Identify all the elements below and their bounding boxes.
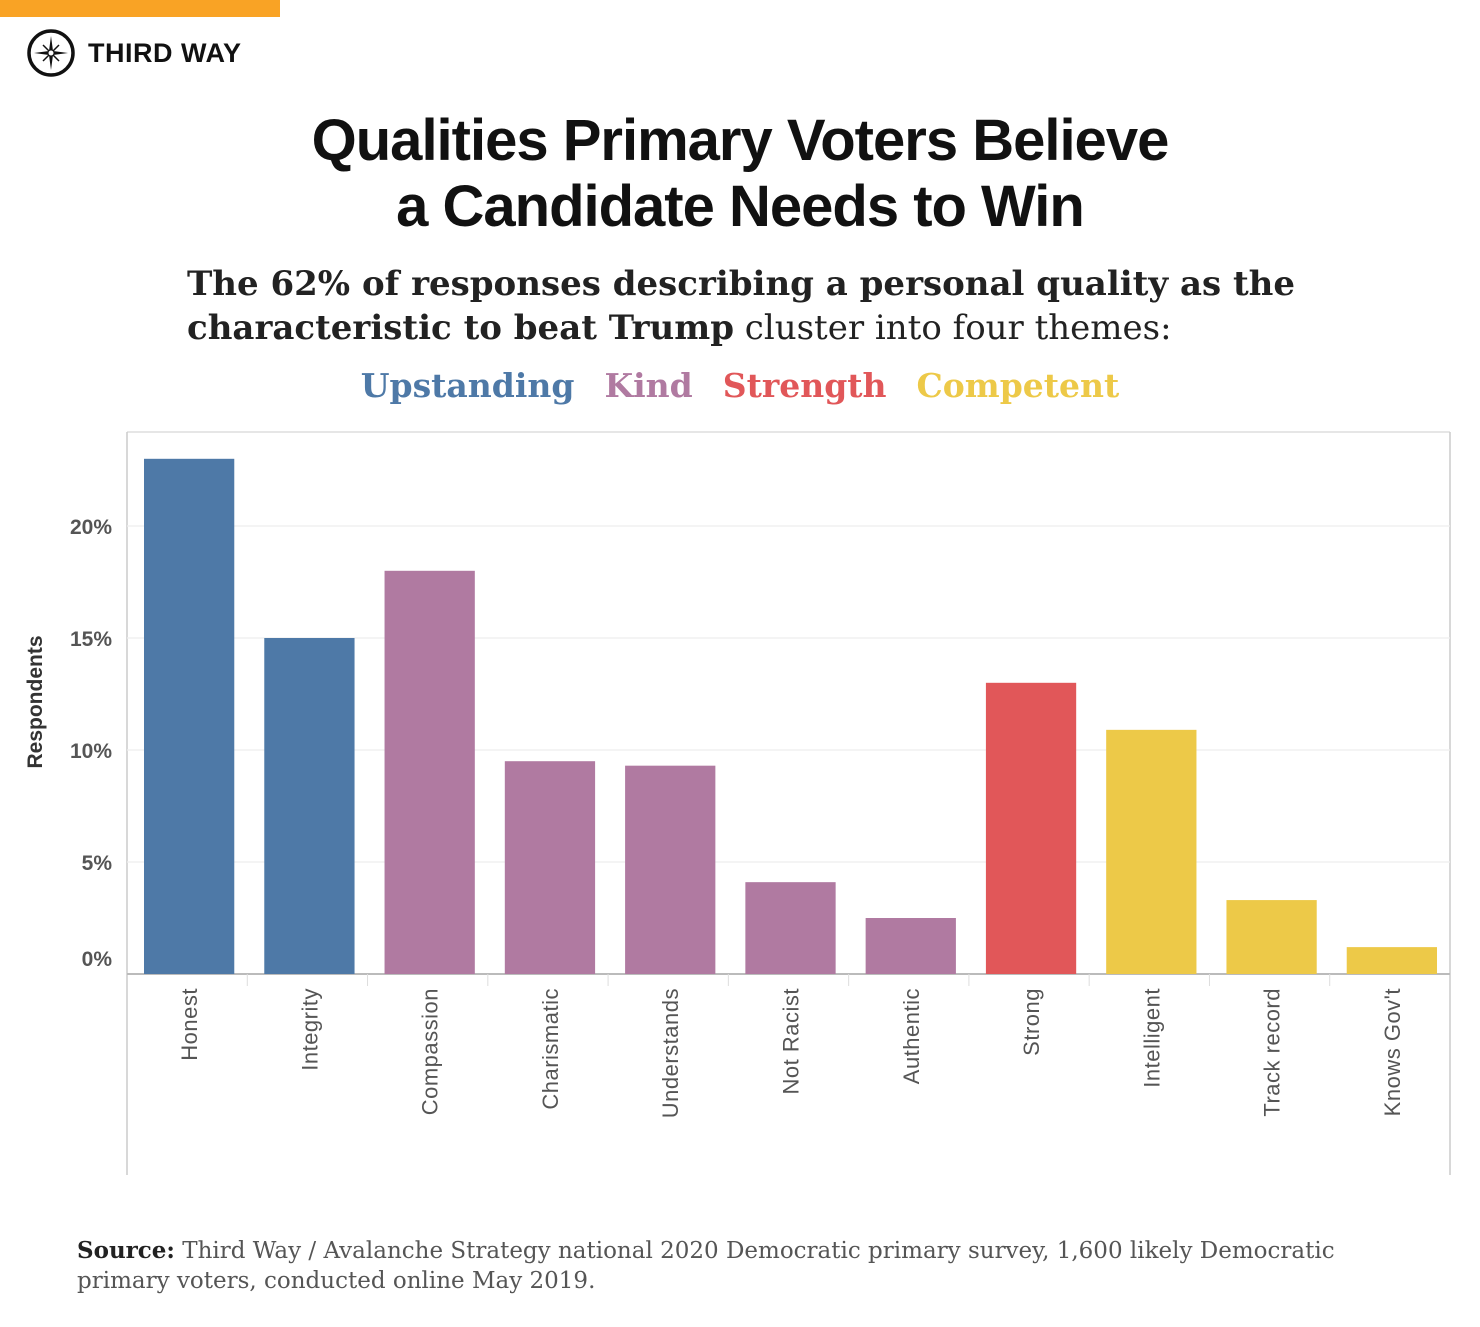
bar-authentic: [865, 918, 956, 974]
source-text: Third Way / Avalanche Strategy national …: [77, 1238, 1335, 1294]
title-line-1: Qualities Primary Voters Believe: [311, 108, 1170, 173]
x-tick-label: Integrity: [297, 988, 322, 1071]
brand-accent-bar: [0, 0, 280, 17]
bar-intelligent: [1106, 729, 1197, 974]
bar-knows-gov-t: [1346, 947, 1437, 974]
x-tick-label: Authentic: [899, 988, 924, 1084]
x-tick-label: Understands: [658, 988, 683, 1118]
subtitle-rest: cluster into four themes:: [733, 308, 1172, 348]
chart-subtitle: The 62% of responses describing a person…: [187, 262, 1387, 350]
y-tick-label: 20%: [70, 516, 112, 539]
title-line-2: a Candidate Needs to Win: [396, 174, 1085, 239]
bar-compassion: [384, 570, 475, 974]
legend-item-strength: Strength: [722, 366, 887, 405]
bar-honest: [144, 458, 235, 974]
legend-item-upstanding: Upstanding: [360, 366, 575, 405]
y-tick-label: 10%: [70, 740, 112, 763]
y-axis-label: Respondents: [24, 635, 47, 768]
third-way-logo: THIRD WAY: [26, 28, 242, 78]
chart-title: Qualities Primary Voters Believe a Candi…: [0, 108, 1480, 240]
x-tick-label: Not Racist: [779, 988, 804, 1094]
bar-strong: [985, 682, 1077, 974]
x-tick-label: Knows Gov't: [1380, 988, 1405, 1116]
y-tick-label: 5%: [82, 852, 113, 875]
bar-track-record: [1226, 900, 1317, 974]
x-tick-label: Strong: [1019, 988, 1044, 1056]
subtitle-bold: The 62% of responses describing a person…: [187, 264, 1296, 348]
compass-icon: [27, 29, 75, 77]
y-tick-label: 15%: [70, 628, 112, 651]
x-tick-label: Compassion: [418, 988, 443, 1115]
legend-item-competent: Competent: [916, 366, 1120, 405]
bar-integrity: [264, 638, 355, 974]
source-note: Source: Third Way / Avalanche Strategy n…: [77, 1236, 1417, 1296]
legend-item-kind: Kind: [604, 366, 693, 405]
legend: Upstanding Kind Strength Competent: [0, 366, 1480, 405]
bar-not-racist: [745, 882, 836, 974]
x-tick-label: Track record: [1260, 988, 1285, 1117]
x-tick-label: Intelligent: [1139, 988, 1164, 1088]
y-tick-label: 0%: [82, 948, 113, 971]
source-label: Source:: [77, 1237, 175, 1264]
bar-understands: [625, 765, 716, 974]
x-tick-label: Honest: [177, 988, 202, 1061]
bar-charismatic: [504, 761, 596, 974]
logo-text: THIRD WAY: [88, 37, 242, 68]
x-tick-label: Charismatic: [538, 988, 563, 1110]
